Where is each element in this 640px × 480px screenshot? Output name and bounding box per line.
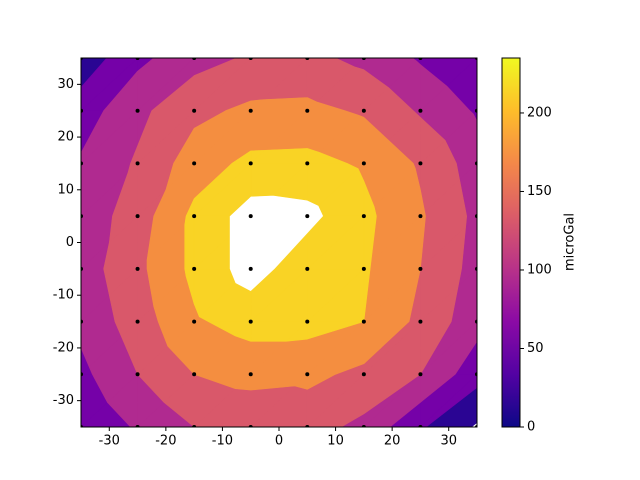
data-point bbox=[418, 108, 423, 113]
data-point bbox=[361, 266, 366, 271]
data-point bbox=[305, 108, 310, 113]
data-point bbox=[305, 266, 310, 271]
x-tick-label: -30 bbox=[99, 434, 120, 449]
data-point bbox=[418, 161, 423, 166]
x-tick-label: 0 bbox=[275, 434, 283, 449]
y-tick-label: 10 bbox=[57, 182, 74, 197]
data-point bbox=[135, 372, 140, 377]
x-tick-label: -10 bbox=[212, 434, 233, 449]
colorbar-label: microGal bbox=[563, 213, 578, 271]
colorbar-tick-label: 150 bbox=[527, 184, 552, 199]
data-point bbox=[361, 372, 366, 377]
data-point bbox=[135, 108, 140, 113]
data-point bbox=[248, 266, 253, 271]
data-point bbox=[248, 319, 253, 324]
y-tick-label: -30 bbox=[53, 393, 74, 408]
x-tick-label: -20 bbox=[155, 434, 176, 449]
data-point bbox=[192, 161, 197, 166]
data-point bbox=[305, 319, 310, 324]
data-point bbox=[248, 372, 253, 377]
plot-area bbox=[81, 58, 477, 427]
data-point bbox=[192, 266, 197, 271]
colorbar-tick-label: 50 bbox=[527, 341, 544, 356]
data-point bbox=[192, 372, 197, 377]
data-point bbox=[135, 214, 140, 219]
data-point bbox=[135, 319, 140, 324]
x-tick-label: 10 bbox=[327, 434, 344, 449]
data-point bbox=[418, 266, 423, 271]
x-tick-label: 30 bbox=[440, 434, 457, 449]
data-point bbox=[418, 372, 423, 377]
data-point bbox=[361, 161, 366, 166]
data-point bbox=[418, 319, 423, 324]
data-point bbox=[361, 214, 366, 219]
colorbar-tick-label: 0 bbox=[527, 420, 535, 435]
data-point bbox=[248, 214, 253, 219]
data-point bbox=[248, 161, 253, 166]
data-point bbox=[305, 372, 310, 377]
y-tick-label: 30 bbox=[57, 77, 74, 92]
colorbar-tick-label: 200 bbox=[527, 105, 552, 120]
data-point bbox=[248, 108, 253, 113]
x-tick-label: 20 bbox=[384, 434, 401, 449]
y-tick-label: 20 bbox=[57, 130, 74, 145]
data-point bbox=[135, 266, 140, 271]
data-point bbox=[192, 319, 197, 324]
colorbar-tick-label: 100 bbox=[527, 262, 552, 277]
data-point bbox=[361, 108, 366, 113]
data-point bbox=[418, 214, 423, 219]
colorbar bbox=[501, 57, 521, 428]
data-point bbox=[192, 214, 197, 219]
data-point bbox=[305, 161, 310, 166]
y-tick-label: -10 bbox=[53, 288, 74, 303]
data-point bbox=[305, 214, 310, 219]
data-point bbox=[361, 319, 366, 324]
y-tick-label: 0 bbox=[66, 235, 74, 250]
data-point bbox=[192, 108, 197, 113]
data-point bbox=[135, 161, 140, 166]
y-tick-label: -20 bbox=[53, 340, 74, 355]
